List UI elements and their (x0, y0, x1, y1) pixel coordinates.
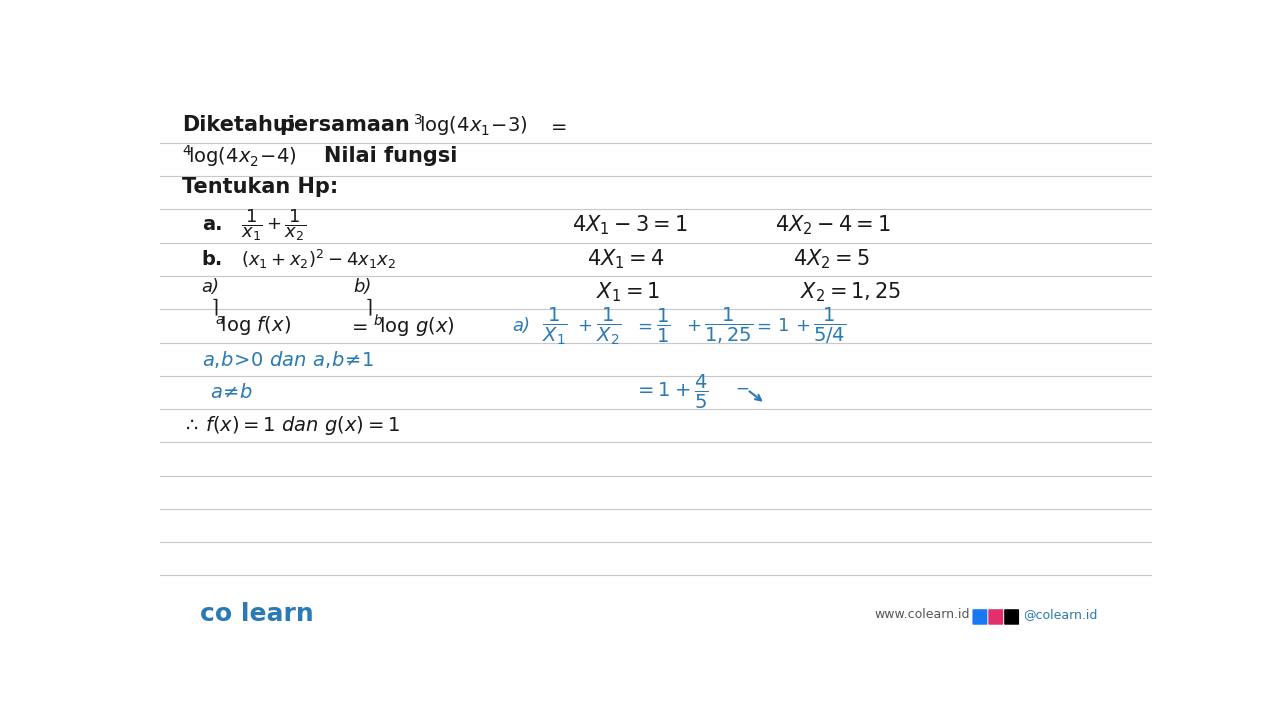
Text: $^b\!\log\, g(x)$: $^b\!\log\, g(x)$ (374, 312, 456, 340)
Text: @colearn.id: @colearn.id (1023, 608, 1097, 621)
Text: $\dfrac{1}{1,25}$: $\dfrac{1}{1,25}$ (704, 306, 753, 346)
Text: persamaan: persamaan (279, 115, 410, 135)
Text: $\therefore\, f(x) = 1$ dan $g(x) = 1$: $\therefore\, f(x) = 1$ dan $g(x) = 1$ (182, 414, 399, 437)
Text: Tentukan Hp:: Tentukan Hp: (182, 177, 338, 197)
Text: $4X_1 = 4$: $4X_1 = 4$ (586, 248, 664, 271)
Text: $=$: $=$ (348, 316, 369, 336)
Text: b.: b. (202, 250, 223, 269)
Text: $+$: $+$ (686, 317, 701, 335)
Text: Nilai fungsi: Nilai fungsi (324, 145, 457, 166)
Text: $a\!\neq\!b$: $a\!\neq\!b$ (210, 383, 252, 402)
Text: $\dfrac{1}{X_2}$: $\dfrac{1}{X_2}$ (596, 305, 622, 346)
Text: $4X_1 - 3 = 1$: $4X_1 - 3 = 1$ (572, 213, 687, 237)
Text: $=$: $=$ (634, 317, 653, 335)
Text: $X_1 = 1$: $X_1 = 1$ (596, 281, 660, 305)
Text: $= 1 + \dfrac{4}{5}$: $= 1 + \dfrac{4}{5}$ (634, 374, 709, 411)
Text: $\lfloor$: $\lfloor$ (366, 294, 374, 315)
Text: $^3\!\log(4x_1\!-\!3)$: $^3\!\log(4x_1\!-\!3)$ (413, 112, 527, 138)
Text: $\dfrac{1}{X_1}$: $\dfrac{1}{X_1}$ (541, 305, 567, 346)
Text: a.: a. (202, 215, 223, 235)
Text: $+$: $+$ (576, 317, 591, 335)
Text: a): a) (512, 317, 530, 335)
Text: $a,\!b\!>\!0$ dan $a,\!b\!\neq\!1$: $a,\!b\!>\!0$ dan $a,\!b\!\neq\!1$ (202, 348, 374, 369)
Text: co learn: co learn (200, 602, 314, 626)
Text: $=$: $=$ (753, 317, 772, 335)
Text: a): a) (202, 278, 220, 296)
Text: $\dfrac{1}{1}$: $\dfrac{1}{1}$ (657, 307, 671, 345)
FancyBboxPatch shape (1005, 609, 1019, 625)
Text: $\dfrac{1}{5/4}$: $\dfrac{1}{5/4}$ (813, 306, 846, 346)
Text: $X_2 = 1,25$: $X_2 = 1,25$ (800, 281, 901, 305)
FancyBboxPatch shape (988, 609, 1004, 625)
Text: $4X_2 = 5$: $4X_2 = 5$ (792, 248, 869, 271)
Text: $1$: $1$ (777, 317, 788, 335)
Text: www.colearn.id: www.colearn.id (874, 608, 970, 621)
Text: $+$: $+$ (795, 317, 810, 335)
Text: $\lfloor$: $\lfloor$ (212, 294, 220, 315)
Text: Diketahui: Diketahui (182, 115, 294, 135)
Text: $\dfrac{1}{x_1} + \dfrac{1}{x_2}$: $\dfrac{1}{x_1} + \dfrac{1}{x_2}$ (242, 207, 306, 243)
Text: b): b) (353, 278, 371, 296)
Text: $4X_2 - 4 = 1$: $4X_2 - 4 = 1$ (776, 213, 891, 237)
Text: $^a\!\log\, f(x)$: $^a\!\log\, f(x)$ (215, 314, 291, 338)
Text: $=$: $=$ (547, 116, 567, 135)
Text: $-$: $-$ (735, 379, 750, 397)
Text: $^4\!\log(4x_2\!-\!4)$: $^4\!\log(4x_2\!-\!4)$ (182, 143, 297, 168)
FancyBboxPatch shape (973, 609, 987, 625)
Text: $(x_1 + x_2)^2 - 4x_1x_2$: $(x_1 + x_2)^2 - 4x_1x_2$ (242, 248, 397, 271)
